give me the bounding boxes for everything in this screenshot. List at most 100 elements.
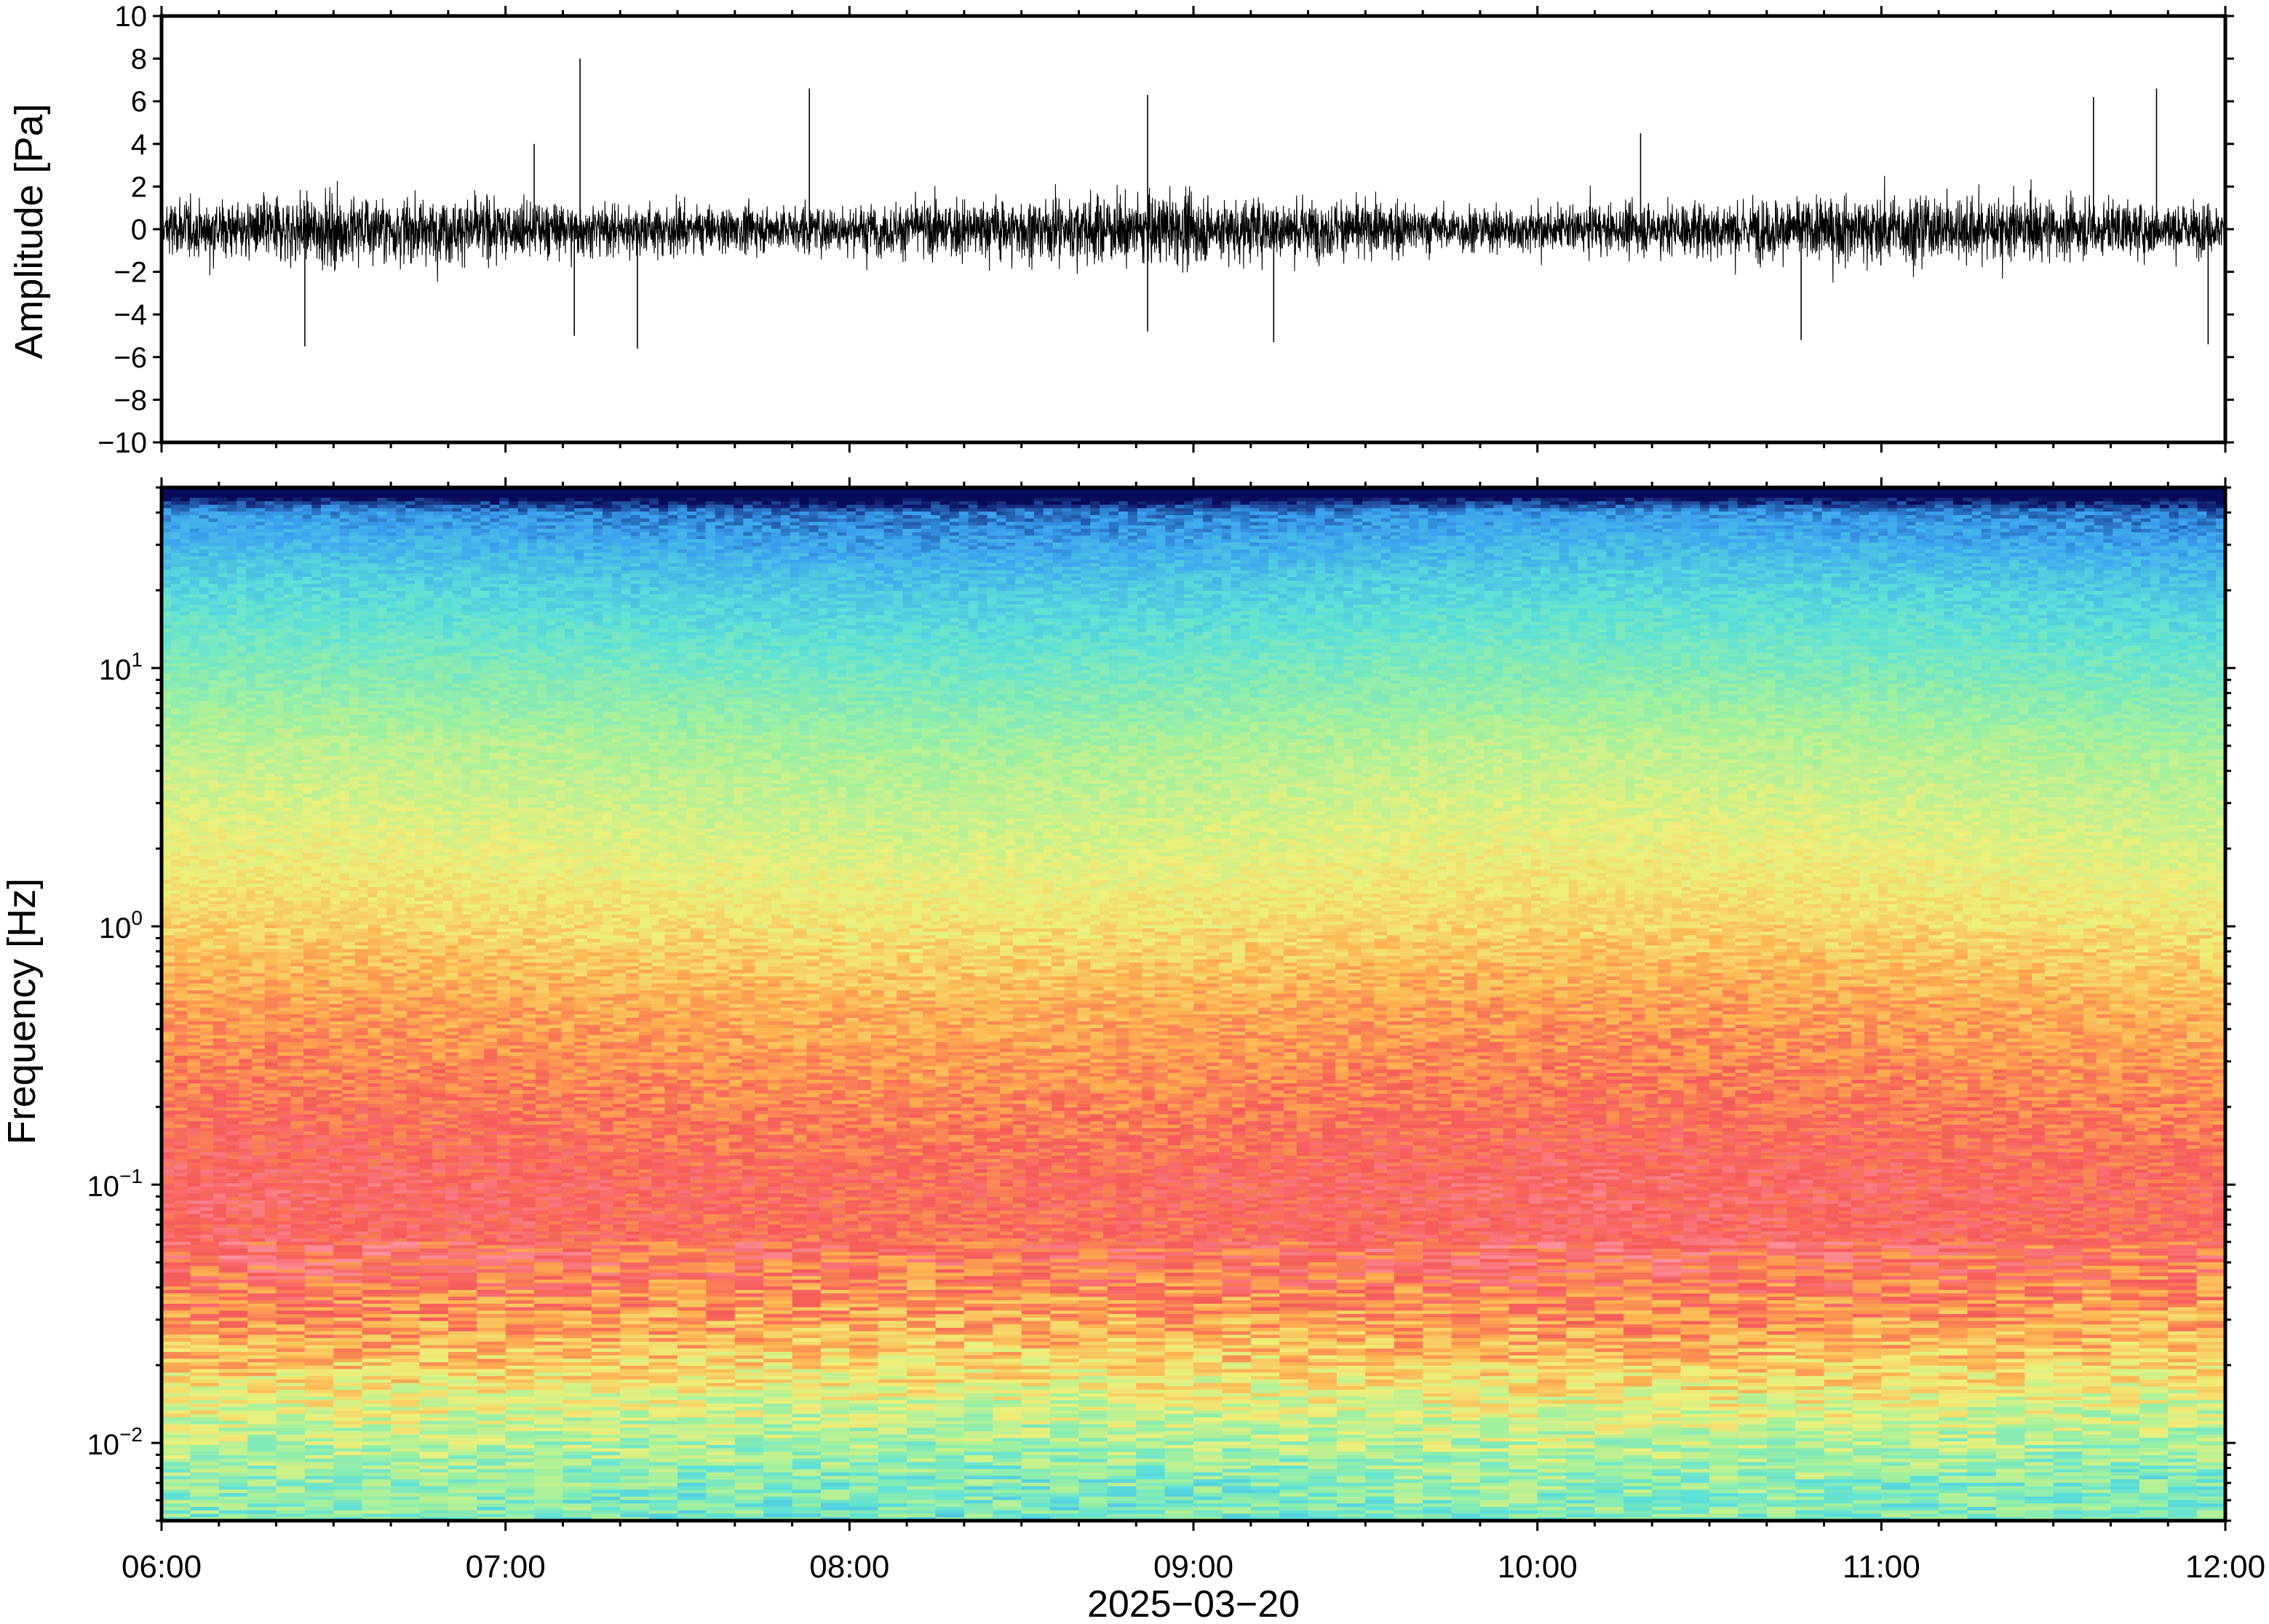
spectrogram-cell	[349, 508, 359, 512]
spectrogram-cell	[875, 501, 885, 506]
spectrogram-cell	[1625, 498, 1635, 502]
spectrogram-cell	[537, 508, 547, 512]
spectrogram-cell	[293, 533, 303, 537]
spectrogram-cell	[1456, 498, 1466, 502]
spectrogram-cell	[246, 515, 256, 520]
spectrogram-cell	[565, 498, 575, 502]
spectrogram-cell	[677, 515, 688, 520]
spectrogram-cell	[1306, 508, 1316, 512]
spectrogram-cell	[781, 529, 791, 533]
spectrogram-cell	[865, 498, 875, 502]
spectrogram-cell	[2131, 501, 2142, 506]
spectrogram-cell	[1466, 519, 1476, 523]
spectrogram-cell	[931, 512, 941, 516]
spectrogram-cell	[537, 512, 547, 516]
spectrogram-cell	[1044, 519, 1054, 523]
spectrogram-cell	[1832, 522, 1842, 526]
spectrogram-cell	[950, 498, 960, 502]
spectrogram-cell	[1926, 501, 1936, 506]
spectrogram-cell	[1663, 498, 1673, 502]
spectrogram-cell	[565, 525, 575, 530]
spectrogram-cell	[1663, 522, 1673, 526]
spectrogram-cell	[574, 512, 584, 516]
spectrogram-cell	[1400, 529, 1410, 533]
spectrogram-cell	[725, 529, 735, 533]
spectrogram-cell	[1137, 498, 1148, 502]
spectrogram-cell	[1410, 498, 1420, 502]
spectrogram-cell	[1982, 529, 1992, 533]
spectrogram-cell	[1203, 508, 1213, 512]
spectrogram-cell	[1203, 522, 1213, 526]
spectrogram-cell	[969, 515, 979, 520]
spectrogram-cell	[1634, 525, 1645, 530]
spectrogram-cell	[1953, 522, 1963, 526]
spectrogram-cell	[2019, 508, 2029, 512]
spectrogram-cell	[1456, 529, 1466, 533]
spectrogram-cell	[1372, 525, 1382, 530]
spectrogram-cell	[547, 501, 557, 506]
spectrogram-cell	[180, 525, 191, 530]
spectrogram-cell	[677, 529, 688, 533]
spectrogram-cell	[668, 512, 678, 516]
spectrogram-cell	[1249, 522, 1260, 526]
spectrogram-cell	[725, 512, 735, 516]
spectrogram-cell	[218, 525, 228, 530]
spectrogram-cell	[940, 498, 950, 502]
spectrogram-cell	[190, 508, 200, 512]
spectrogram-cell	[1775, 498, 1785, 502]
spectrogram-cell	[1475, 512, 1485, 516]
spectrogram-cell	[1456, 519, 1466, 523]
spectrogram-cell	[547, 519, 557, 523]
spectrogram-cell	[1287, 505, 1298, 509]
spectrogram-cell	[1006, 522, 1016, 526]
spectrogram-cell	[1100, 529, 1110, 533]
spectrogram-cell	[1765, 515, 1776, 520]
spectrogram-cell	[2028, 505, 2038, 509]
spectrogram-cell	[725, 505, 735, 509]
spectrogram-cell	[884, 519, 894, 523]
spectrogram-cell	[875, 498, 885, 502]
spectrogram-cell	[2085, 512, 2095, 516]
spectrogram-cell	[1466, 512, 1476, 516]
spectrogram-cell	[1850, 529, 1860, 533]
spectrogram-cell	[687, 519, 697, 523]
spectrogram-cell	[1381, 525, 1391, 530]
spectrogram-cell	[2197, 512, 2207, 516]
spectrogram-cell	[1784, 512, 1795, 516]
spectrogram-cell	[1297, 529, 1307, 533]
spectrogram-cell	[518, 533, 528, 537]
spectrogram-cell	[1062, 508, 1073, 512]
spectrogram-cell	[1147, 505, 1157, 509]
spectrogram-cell	[1765, 508, 1776, 512]
spectrogram-cell	[537, 522, 547, 526]
spectrogram-cell	[1972, 529, 1982, 533]
spectrogram-cell	[1410, 508, 1420, 512]
spectrogram-cell	[1888, 498, 1898, 502]
spectrogram-cell	[2028, 498, 2038, 502]
spectrogram-cell	[265, 522, 275, 526]
spectrogram-cell	[1316, 505, 1326, 509]
spectrogram-cell	[762, 522, 772, 526]
spectrogram-cell	[809, 529, 819, 533]
spectrogram-cell	[1672, 515, 1682, 520]
spectrogram-cell	[1165, 529, 1175, 533]
spectrogram-cell	[1165, 498, 1175, 502]
spectrogram-cell	[349, 505, 359, 509]
spectrogram-cell	[349, 533, 359, 537]
spectrogram-cell	[1259, 522, 1269, 526]
spectrogram-cell	[1306, 522, 1316, 526]
spectrogram-cell	[2075, 505, 2086, 509]
spectrogram-cell	[1381, 505, 1391, 509]
spectrogram-cell	[1541, 515, 1551, 520]
spectrogram-cell	[706, 505, 716, 509]
spectrogram-cell	[1709, 505, 1720, 509]
spectrogram-cell	[2141, 508, 2151, 512]
spectrogram-cell	[1926, 522, 1936, 526]
spectrogram-cell	[865, 529, 875, 533]
spectrogram-cell	[368, 529, 378, 533]
spectrogram-cell	[1587, 519, 1597, 523]
spectrogram-cell	[884, 512, 894, 516]
spectrogram-cell	[2094, 501, 2105, 506]
spectrogram-cell	[2131, 498, 2142, 502]
spectrogram-cell	[434, 519, 444, 523]
